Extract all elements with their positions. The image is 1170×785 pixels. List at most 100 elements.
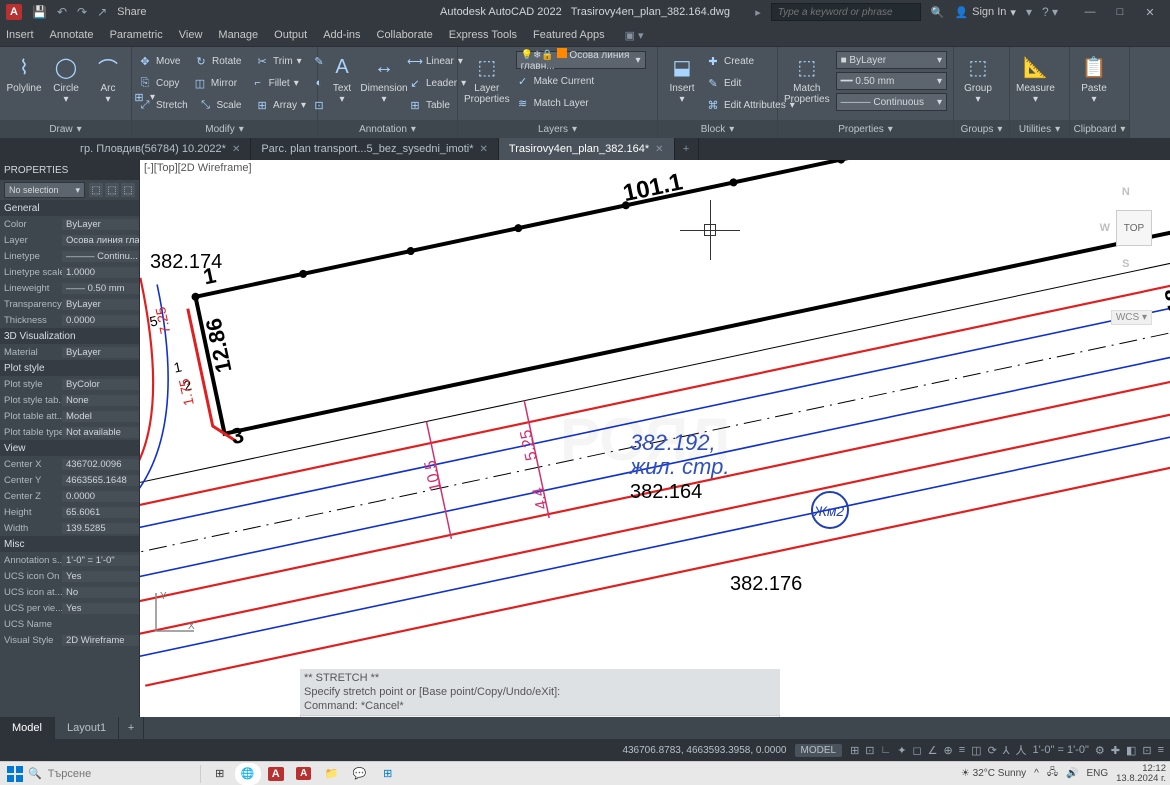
sb-dyn-icon[interactable]: ⊕ [944,744,953,757]
dimension-button[interactable]: ↔Dimension▾ [366,51,402,105]
mirror-button[interactable]: Mirror [211,78,237,89]
close-icon[interactable]: ✕ [232,144,240,155]
menu-featuredapps[interactable]: Featured Apps [533,29,605,41]
window-maximize[interactable]: □ [1106,3,1134,21]
sb-lw-icon[interactable]: ≡ [959,744,965,756]
property-row[interactable]: UCS per vie...Yes [0,600,139,616]
menu-expresstools[interactable]: Express Tools [449,29,517,41]
property-row[interactable]: Plot table att...Model [0,408,139,424]
sb-cycle-icon[interactable]: ⟳ [988,744,997,757]
layout-new[interactable]: + [119,717,144,739]
property-row[interactable]: LayerОсова линия гла... [0,232,139,248]
paste-button[interactable]: 📋Paste▾ [1076,51,1112,105]
sb-scale-icon[interactable]: 人 [1016,742,1027,758]
acrobat-icon[interactable]: A [291,763,317,785]
property-row[interactable]: Width139.5285 [0,520,139,536]
property-row[interactable]: Visual Style2D Wireframe [0,632,139,648]
makecurrent-button[interactable]: Make Current [534,76,595,87]
lt-combo[interactable]: ——— Continuous▾ [836,93,947,111]
help-search-input[interactable] [771,3,921,21]
taskbar-search[interactable] [44,768,194,780]
sb-scale-label[interactable]: 1'-0" = 1'-0" [1033,744,1089,756]
property-row[interactable]: Center Z0.0000 [0,488,139,504]
sb-iso-icon[interactable]: ◧ [1126,744,1136,757]
tray-volume-icon[interactable]: 🔊 [1066,768,1078,779]
property-row[interactable]: UCS icon OnYes [0,568,139,584]
tray-lang[interactable]: ENG [1086,768,1108,779]
cloud-icon[interactable]: ▾ [1026,5,1032,19]
property-row[interactable]: TransparencyByLayer [0,296,139,312]
measure-button[interactable]: 📐Measure▾ [1016,51,1055,105]
property-row[interactable]: Height65.6061 [0,504,139,520]
leader-button[interactable]: Leader [426,78,457,89]
start-button[interactable] [4,763,26,785]
array-button[interactable]: Array [273,100,297,111]
polyline-button[interactable]: ⌇Polyline [6,51,42,94]
sb-gear-icon[interactable]: ⚙ [1095,744,1105,757]
autocad-icon[interactable]: A [263,763,289,785]
copy-button[interactable]: Copy [156,78,179,89]
pp-icon-1[interactable]: ⬚ [89,183,103,197]
matchprops-button[interactable]: ⬚Match Properties [784,51,830,105]
taskview-icon[interactable]: ⊞ [207,763,233,785]
layer-combo[interactable]: 💡❄🔒 Осова линия главн...▾ [516,51,646,69]
wcs-label[interactable]: WCS ▾ [1111,310,1152,325]
property-row[interactable]: UCS icon at...No [0,584,139,600]
color-combo[interactable]: ■ ByLayer▾ [836,51,947,69]
menu-view[interactable]: View [179,29,203,41]
sb-snap-icon[interactable]: ⊡ [865,744,874,757]
app-logo[interactable]: A [6,4,22,20]
model-badge[interactable]: MODEL [795,744,843,757]
calc-icon[interactable]: ⊞ [375,763,401,785]
menu-output[interactable]: Output [274,29,307,41]
menu-collaborate[interactable]: Collaborate [377,29,433,41]
create-button[interactable]: Create [724,56,754,67]
stretch-button[interactable]: Stretch [156,100,188,111]
close-icon[interactable]: ✕ [480,144,488,155]
help-icon[interactable]: ? ▾ [1042,5,1058,19]
pp-icon-2[interactable]: ⬚ [105,183,119,197]
sb-anno-icon[interactable]: ⅄ [1003,744,1010,757]
property-row[interactable]: Lineweight—— 0.50 mm [0,280,139,296]
menu-insert[interactable]: Insert [6,29,34,41]
qat-redo-icon[interactable]: ↷ [77,5,87,19]
tray-chevron-icon[interactable]: ^ [1034,768,1039,779]
file-tab-1[interactable]: Parc. plan transport...5_bez_sysedni_imo… [251,138,499,160]
trim-button[interactable]: Trim [273,56,293,67]
property-row[interactable]: Plot table typeNot available [0,424,139,440]
close-icon[interactable]: ✕ [655,144,663,155]
tray-network-icon[interactable]: 🖧 [1047,765,1058,782]
edit-button[interactable]: Edit [724,78,741,89]
sb-polar-icon[interactable]: ✦ [897,744,906,757]
file-tab-new[interactable]: + [675,138,699,160]
layout1-tab[interactable]: Layout1 [55,717,119,739]
property-row[interactable]: Thickness0.0000 [0,312,139,328]
table-button[interactable]: Table [426,100,450,111]
property-row[interactable]: Linetype——— Continu... [0,248,139,264]
lw-combo[interactable]: ━━ 0.50 mm▾ [836,72,947,90]
explorer-icon[interactable]: 📁 [319,763,345,785]
property-row[interactable]: UCS Name [0,616,139,632]
editattr-button[interactable]: Edit Attributes [724,100,786,111]
selection-combo[interactable]: No selection▾ [4,182,85,198]
matchlayer-button[interactable]: Match Layer [534,98,589,109]
property-row[interactable]: Plot styleByColor [0,376,139,392]
sb-ortho-icon[interactable]: ∟ [881,744,892,756]
pp-icon-3[interactable]: ⬚ [121,183,135,197]
group-button[interactable]: ⬚Group▾ [960,51,996,105]
tray-clock[interactable]: 12:1213.8.2024 г. [1116,764,1166,784]
share-label[interactable]: Share [117,6,146,18]
menu-addins[interactable]: Add-ins [323,29,360,41]
qat-undo-icon[interactable]: ↶ [57,5,67,19]
model-tab[interactable]: Model [0,717,55,739]
text-button[interactable]: AText▾ [324,51,360,105]
arc-button[interactable]: ⌒Arc▾ [90,51,126,105]
sb-max-icon[interactable]: ✚ [1111,744,1120,757]
linear-button[interactable]: Linear [426,56,454,67]
circle-button[interactable]: ◯Circle▾ [48,51,84,105]
chrome-icon[interactable]: 🌐 [235,763,261,785]
sb-custom-icon[interactable]: ≡ [1158,744,1164,756]
menu-parametric[interactable]: Parametric [110,29,163,41]
sb-osnap-icon[interactable]: ◻ [913,744,922,757]
viewcube[interactable]: N WTOP S [1100,180,1152,276]
